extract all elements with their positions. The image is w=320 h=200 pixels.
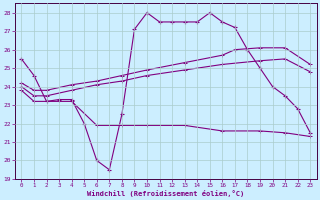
X-axis label: Windchill (Refroidissement éolien,°C): Windchill (Refroidissement éolien,°C) <box>87 190 244 197</box>
